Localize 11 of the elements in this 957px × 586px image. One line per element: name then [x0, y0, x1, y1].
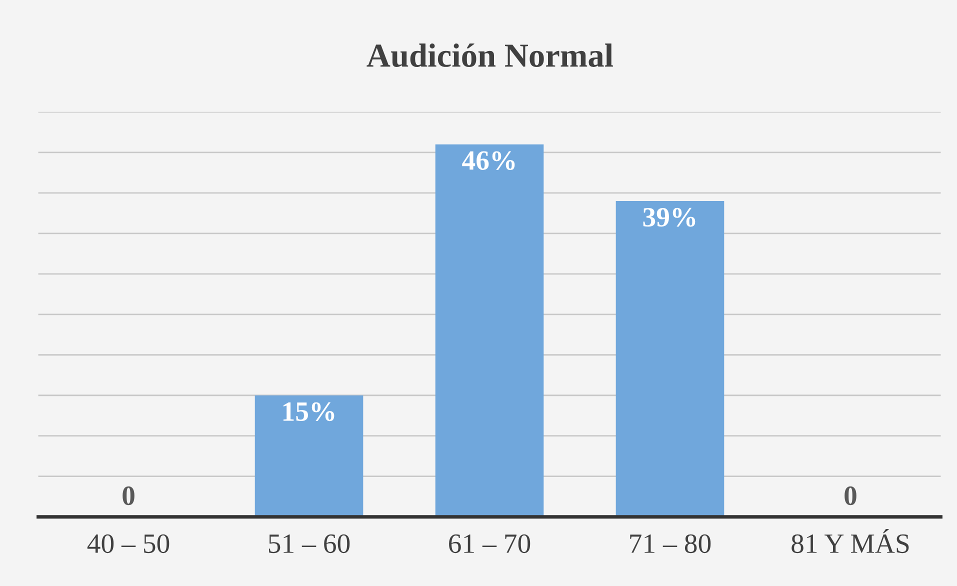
x-tick-label: 61 – 70 — [449, 534, 530, 554]
x-tick-label: 51 – 60 — [268, 534, 350, 554]
data-label: 0 — [122, 486, 134, 506]
data-label: 39% — [643, 208, 696, 227]
data-label: 15% — [283, 402, 334, 422]
chart-title: Audición Normal — [366, 43, 614, 68]
data-label: 0 — [844, 486, 856, 506]
x-tick-label: 71 – 80 — [630, 534, 711, 554]
x-tick-label: 40 – 50 — [87, 534, 170, 554]
data-label: 46% — [462, 151, 515, 170]
x-tick-label: 81 Y MÁS — [792, 529, 909, 554]
